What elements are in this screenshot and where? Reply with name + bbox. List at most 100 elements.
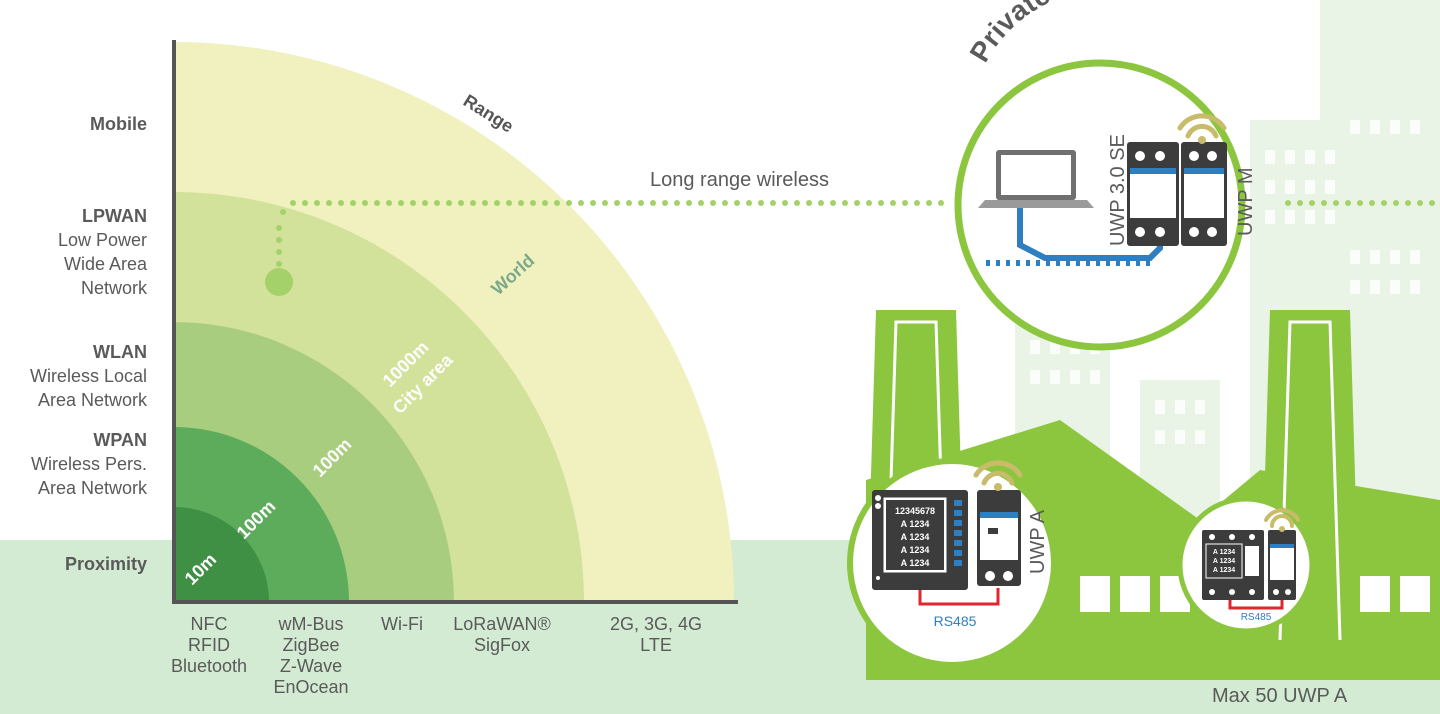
category-subtitle: Low Power — [58, 230, 147, 250]
dot — [794, 200, 800, 206]
category-subtitle: Area Network — [38, 478, 148, 498]
dot — [470, 200, 476, 206]
dot — [1345, 200, 1351, 206]
technology-label: Z-Wave — [280, 656, 342, 676]
dot — [1429, 200, 1435, 206]
long-range-dots — [276, 200, 944, 267]
category-title: LPWAN — [82, 206, 147, 226]
dot — [614, 200, 620, 206]
rs485-cable-1 — [918, 588, 1000, 606]
dot — [386, 200, 392, 206]
dot — [374, 200, 380, 206]
category-title: Mobile — [90, 114, 147, 134]
dot — [1321, 200, 1327, 206]
dot — [276, 225, 282, 231]
uwp-m-device — [1181, 142, 1227, 246]
dot — [542, 200, 548, 206]
small-meter-display-line: A 1234 — [1213, 549, 1235, 556]
energy-meter — [872, 490, 968, 590]
dot — [302, 200, 308, 206]
rs485-cable-2 — [1228, 600, 1284, 610]
dot — [686, 200, 692, 206]
dot — [1357, 200, 1363, 206]
dot — [338, 200, 344, 206]
dot — [746, 200, 752, 206]
wifi-dot-a2 — [1279, 526, 1285, 532]
dot — [482, 200, 488, 206]
meter-display-line: A 1234 — [901, 545, 930, 555]
dot — [494, 200, 500, 206]
technology-label: EnOcean — [273, 677, 348, 697]
network-cable — [1017, 208, 1163, 261]
factory-windows — [1080, 576, 1430, 612]
category-subtitle: Wireless Local — [30, 366, 147, 386]
technology-label: RFID — [188, 635, 230, 655]
rs485-label-2: RS485 — [1241, 612, 1272, 623]
meter-display-text: 12345678 A 1234 A 1234 A 1234 A 1234 — [895, 506, 935, 568]
category-title: Proximity — [65, 554, 147, 574]
dot — [830, 200, 836, 206]
wifi-icon-top — [1177, 113, 1227, 139]
dot — [1369, 200, 1375, 206]
dot — [276, 261, 282, 267]
dot — [878, 200, 884, 206]
dot — [650, 200, 656, 206]
dot — [410, 200, 416, 206]
category-subtitle: Network — [81, 278, 148, 298]
dot — [662, 200, 668, 206]
technology-label: Bluetooth — [171, 656, 247, 676]
uwp-m-label: UWP M — [1235, 167, 1257, 236]
technology-label: LoRaWAN® — [453, 614, 551, 634]
dot — [1405, 200, 1411, 206]
dot — [1417, 200, 1423, 206]
meter-display-line: A 1234 — [901, 558, 930, 568]
dot — [434, 200, 440, 206]
meter-display-line: A 1234 — [901, 519, 930, 529]
technology-label: LTE — [640, 635, 672, 655]
svg-text:Private network: Private network — [964, 0, 1173, 67]
dot — [422, 200, 428, 206]
category-title: WLAN — [93, 342, 147, 362]
small-meter-display-line: A 1234 — [1213, 567, 1235, 574]
arc-10m — [174, 507, 269, 602]
dot — [1309, 200, 1315, 206]
dot — [1285, 200, 1291, 206]
dot — [276, 249, 282, 255]
lpwan-node — [265, 268, 293, 296]
small-meter-text: A 1234 A 1234 A 1234 — [1213, 549, 1235, 574]
dot — [722, 200, 728, 206]
wifi-icon-a2 — [1264, 508, 1300, 528]
dot — [290, 200, 296, 206]
dot — [1381, 200, 1387, 206]
meter-display-line: A 1234 — [901, 532, 930, 542]
dot — [638, 200, 644, 206]
technology-label: Wi-Fi — [381, 614, 423, 634]
dot — [902, 200, 908, 206]
small-meter-display-line: A 1234 — [1213, 558, 1235, 565]
dot — [458, 200, 464, 206]
uwp-30-se-label: UWP 3.0 SE — [1107, 134, 1129, 246]
meter-display-line: 12345678 — [895, 506, 935, 516]
dot — [674, 200, 680, 206]
technology-label: 2G, 3G, 4G — [610, 614, 702, 634]
dot — [506, 200, 512, 206]
max-uwp-a-label: Max 50 UWP A — [1212, 685, 1348, 707]
dot — [326, 200, 332, 206]
dot — [518, 200, 524, 206]
dot — [698, 200, 704, 206]
dot — [280, 209, 286, 215]
dot — [1393, 200, 1399, 206]
dot — [782, 200, 788, 206]
uwp-a-label: UWP A — [1027, 509, 1049, 574]
uwp-a-device-2 — [1268, 530, 1296, 600]
dot — [890, 200, 896, 206]
wifi-icon-a — [973, 460, 1023, 486]
dot — [818, 200, 824, 206]
dot — [554, 200, 560, 206]
dot — [770, 200, 776, 206]
category-subtitle: Wireless Pers. — [31, 454, 147, 474]
category-subtitle: Area Network — [38, 390, 148, 410]
dot — [314, 200, 320, 206]
